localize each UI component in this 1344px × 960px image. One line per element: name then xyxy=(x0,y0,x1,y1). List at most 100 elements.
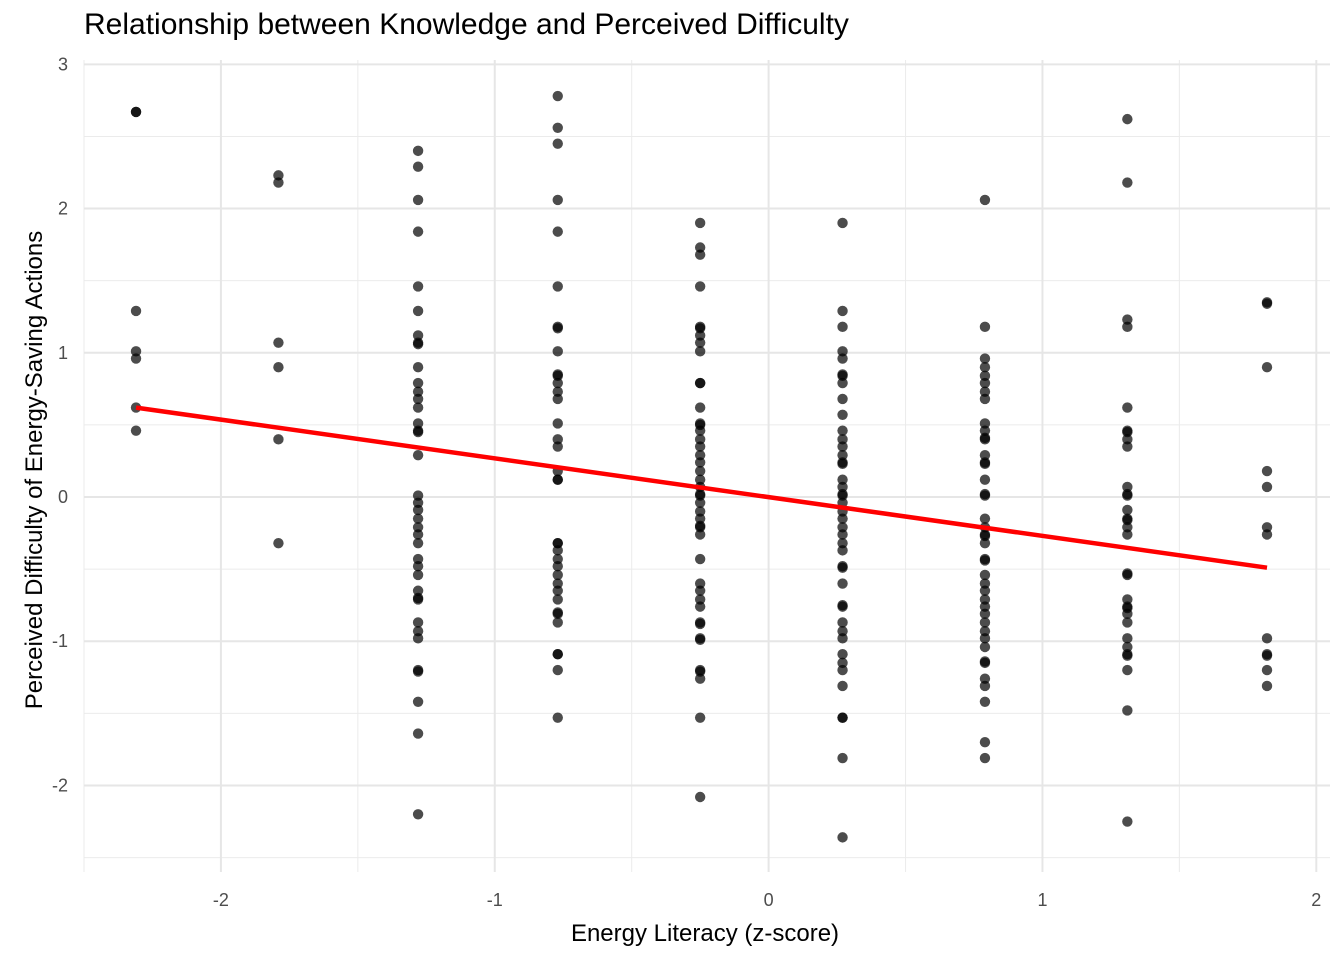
data-point xyxy=(837,441,848,452)
data-point xyxy=(694,346,706,357)
data-point xyxy=(552,585,563,596)
data-point xyxy=(412,513,424,524)
data-point xyxy=(837,449,848,461)
data-point xyxy=(694,666,706,677)
data-point xyxy=(552,712,563,723)
data-point xyxy=(1261,680,1273,692)
data-point xyxy=(552,617,563,628)
data-point xyxy=(1122,608,1133,620)
data-point xyxy=(837,217,848,229)
data-point xyxy=(1122,641,1133,653)
data-point xyxy=(837,393,848,405)
points-layer xyxy=(130,90,1273,843)
data-point xyxy=(979,386,991,397)
data-point xyxy=(979,736,991,748)
data-point xyxy=(694,465,706,477)
data-point xyxy=(837,377,848,389)
data-point xyxy=(412,728,424,739)
data-point xyxy=(979,353,991,364)
data-point xyxy=(1122,402,1133,413)
data-point xyxy=(1122,177,1133,188)
data-point xyxy=(130,106,142,118)
data-point xyxy=(1122,529,1133,540)
data-point xyxy=(837,353,848,364)
data-point xyxy=(1122,568,1133,579)
data-point xyxy=(837,305,848,317)
data-point xyxy=(412,338,424,350)
data-point xyxy=(979,555,991,566)
data-point xyxy=(1261,522,1273,533)
data-point xyxy=(412,402,424,413)
data-point xyxy=(979,194,991,206)
data-point xyxy=(552,649,563,660)
y-tick-labels: -2 -1 0 1 2 3 xyxy=(52,54,68,795)
x-tick-labels: -2 -1 0 1 2 xyxy=(213,890,1321,910)
data-point xyxy=(979,601,991,612)
data-point xyxy=(552,370,563,382)
data-point xyxy=(694,553,706,565)
data-point xyxy=(979,608,991,620)
y-axis-title: Perceived Difficulty of Energy-Saving Ac… xyxy=(21,231,48,709)
data-point xyxy=(552,194,563,206)
data-point xyxy=(412,281,424,292)
data-point xyxy=(412,537,424,549)
data-point xyxy=(837,529,848,540)
data-point xyxy=(837,545,848,556)
data-point xyxy=(979,594,991,605)
data-point xyxy=(1122,314,1133,325)
data-point xyxy=(837,712,848,723)
data-point xyxy=(1261,481,1273,493)
data-point xyxy=(1122,481,1133,493)
data-point xyxy=(837,832,848,843)
y-tick-label: 3 xyxy=(58,54,68,74)
y-tick-label: 0 xyxy=(58,487,68,507)
data-point xyxy=(694,377,706,389)
data-point xyxy=(694,594,706,605)
data-point xyxy=(412,561,424,572)
data-point xyxy=(979,513,991,524)
data-point xyxy=(837,617,848,628)
data-point xyxy=(694,434,706,445)
data-point xyxy=(273,170,284,181)
data-point xyxy=(979,488,991,500)
data-point xyxy=(837,752,848,764)
data-point xyxy=(412,592,424,604)
data-point xyxy=(979,321,991,333)
data-point xyxy=(552,377,563,389)
data-point xyxy=(979,680,991,692)
data-point xyxy=(979,585,991,596)
data-point xyxy=(130,425,142,436)
data-point xyxy=(552,545,563,556)
data-point xyxy=(1261,633,1273,644)
data-point xyxy=(273,537,284,549)
data-point xyxy=(837,458,848,470)
data-point xyxy=(552,578,563,589)
data-point xyxy=(694,337,706,348)
data-point xyxy=(1122,617,1133,628)
data-point xyxy=(979,656,991,667)
data-point xyxy=(979,578,991,589)
data-point xyxy=(552,569,563,581)
data-point xyxy=(552,393,563,405)
data-point xyxy=(837,474,848,485)
data-point xyxy=(694,490,706,501)
data-point xyxy=(1122,816,1133,827)
data-point xyxy=(694,578,706,589)
data-point xyxy=(837,649,848,660)
data-point xyxy=(552,553,563,565)
data-point xyxy=(552,90,563,102)
data-point xyxy=(694,673,706,684)
data-point xyxy=(837,625,848,637)
data-point xyxy=(412,617,424,628)
data-point xyxy=(552,474,563,485)
data-point xyxy=(1122,441,1133,452)
data-point xyxy=(1261,297,1273,308)
data-point xyxy=(412,529,424,540)
data-point xyxy=(694,330,706,341)
data-point xyxy=(1122,426,1133,438)
data-point xyxy=(1261,362,1273,373)
data-point xyxy=(979,617,991,628)
data-point xyxy=(412,145,424,157)
data-point xyxy=(1122,321,1133,333)
data-point xyxy=(552,281,563,292)
